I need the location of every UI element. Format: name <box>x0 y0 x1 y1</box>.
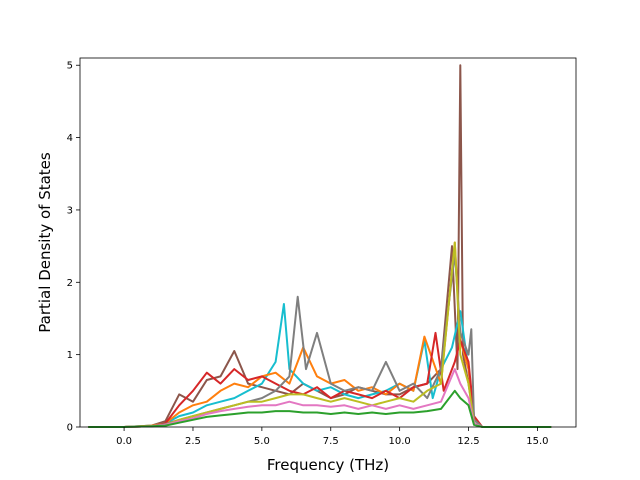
series-line-8 <box>88 389 552 428</box>
x-tick-label: 7.5 <box>323 436 339 447</box>
series-line-1 <box>88 64 552 428</box>
y-tick-label: 1 <box>67 350 73 361</box>
y-tick-label: 0 <box>67 423 73 434</box>
x-axis-ticks: 0.0 2.5 5.0 7.5 10.0 12.5 15.0 <box>116 427 549 447</box>
series-line-5 <box>88 252 552 428</box>
series-line-4 <box>88 331 552 428</box>
plot-frame <box>79 57 577 428</box>
x-tick-label: 12.5 <box>457 436 479 447</box>
x-tick-label: 15.0 <box>526 436 548 447</box>
x-tick-label: 10.0 <box>389 436 411 447</box>
y-axis-label: Partial Density of States <box>36 152 54 333</box>
y-tick-label: 5 <box>67 61 73 72</box>
x-tick-label: 5.0 <box>254 436 270 447</box>
y-axis-ticks: 0 1 2 3 4 5 <box>67 61 80 434</box>
y-tick-label: 3 <box>67 205 73 216</box>
y-tick-label: 4 <box>67 133 73 144</box>
series-layer <box>88 64 552 428</box>
x-tick-label: 0.0 <box>116 436 132 447</box>
series-line-7 <box>88 368 552 428</box>
y-tick-label: 2 <box>67 278 73 289</box>
x-tick-label: 2.5 <box>185 436 201 447</box>
series-line-6 <box>88 241 552 428</box>
series-line-2 <box>88 303 552 428</box>
x-axis-label: Frequency (THz) <box>267 456 389 474</box>
